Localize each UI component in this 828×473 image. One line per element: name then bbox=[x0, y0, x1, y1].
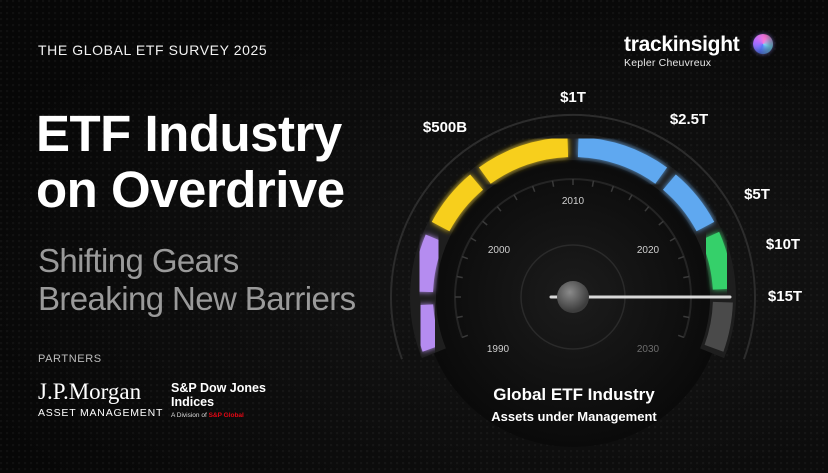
survey-label: THE GLOBAL ETF SURVEY 2025 bbox=[38, 42, 268, 58]
year-label-2010: 2010 bbox=[562, 196, 585, 207]
page-title: ETF Industry on Overdrive bbox=[36, 106, 345, 218]
jpmorgan-logo: J.P.Morgan ASSET MANAGEMENT bbox=[38, 379, 164, 420]
spdj-logo: S&P Dow Jones Indices A Division of S&P … bbox=[171, 381, 266, 419]
gauge-tick bbox=[456, 275, 463, 279]
gauge-tick bbox=[513, 194, 518, 201]
gauge-tick bbox=[531, 185, 536, 193]
gauge-tick bbox=[677, 255, 685, 260]
gauge-tick bbox=[669, 237, 676, 242]
subtitle-line-2: Breaking New Barriers bbox=[38, 280, 356, 317]
segment-yellow-1 bbox=[431, 174, 484, 232]
brand-sub: Kepler Cheuvreux bbox=[624, 57, 712, 69]
title-line-2: on Overdrive bbox=[36, 161, 345, 218]
gauge-tick bbox=[456, 315, 463, 319]
gauge-layer bbox=[390, 113, 756, 360]
gauge-tick bbox=[482, 220, 488, 226]
scale-label-5t: $5T bbox=[744, 186, 770, 203]
year-label-2000: 2000 bbox=[488, 245, 511, 256]
partners-label: PARTNERS bbox=[38, 353, 102, 365]
caption-title: Global ETF Industry bbox=[493, 385, 655, 404]
title-line-1: ETF Industry bbox=[36, 105, 342, 162]
year-label-2030: 2030 bbox=[637, 344, 660, 355]
segment-yellow-2 bbox=[478, 137, 569, 184]
gauge-tick bbox=[461, 255, 469, 260]
caption-subtitle: Assets under Management bbox=[491, 409, 657, 424]
gauge-tick bbox=[591, 180, 595, 187]
scale-label-500b: $500B bbox=[423, 119, 467, 136]
gauge-tick bbox=[677, 334, 685, 339]
jpmorgan-sub: ASSET MANAGEMENT bbox=[38, 407, 164, 419]
spdj-line-2: Indices bbox=[171, 395, 215, 409]
segment-grey bbox=[704, 301, 733, 352]
jpmorgan-name: J.P.Morgan bbox=[38, 379, 142, 404]
gauge-tick bbox=[470, 237, 477, 242]
spdj-division: A Division of bbox=[171, 412, 209, 419]
gauge-tick bbox=[461, 334, 469, 339]
needle-hub bbox=[557, 281, 589, 313]
segment-purple-1 bbox=[413, 304, 442, 352]
subtitle: Shifting Gears Breaking New Barriers bbox=[38, 242, 356, 318]
segment-blue-2 bbox=[662, 174, 715, 232]
year-label-1990: 1990 bbox=[487, 344, 510, 355]
spglobal-mark: S&P Global bbox=[208, 412, 244, 419]
scale-label-1t: $1T bbox=[560, 89, 586, 106]
gauge-tick bbox=[628, 194, 633, 201]
gauge-tick bbox=[683, 275, 690, 279]
segment-green bbox=[700, 231, 733, 290]
scale-label-10t: $10T bbox=[766, 236, 800, 253]
gauge-caption: Global ETF Industry Assets under Managem… bbox=[446, 385, 702, 424]
gradient-orb-icon bbox=[753, 34, 773, 54]
scale-label-15t: $15T bbox=[768, 288, 802, 305]
segment-purple-2 bbox=[413, 234, 445, 293]
gauge-tick bbox=[644, 206, 650, 212]
gauge-tick bbox=[496, 206, 502, 212]
gauge-tick bbox=[658, 220, 664, 226]
gauge-outer-ring bbox=[390, 113, 756, 360]
gauge-tick bbox=[610, 185, 615, 193]
trackinsight-logo: trackinsight Kepler Cheuvreux bbox=[624, 33, 740, 70]
segment-blue-1 bbox=[577, 137, 668, 184]
scale-label-2-5t: $2.5T bbox=[670, 111, 708, 128]
brand-name: trackinsight bbox=[624, 33, 740, 56]
spdj-line-1: S&P Dow Jones bbox=[171, 381, 266, 395]
gauge-tick bbox=[683, 315, 690, 319]
subtitle-line-1: Shifting Gears bbox=[38, 242, 239, 279]
gauge-tick bbox=[551, 180, 555, 187]
spdj-line-3: A Division of S&P Global bbox=[171, 412, 266, 419]
year-label-2020: 2020 bbox=[637, 245, 660, 256]
